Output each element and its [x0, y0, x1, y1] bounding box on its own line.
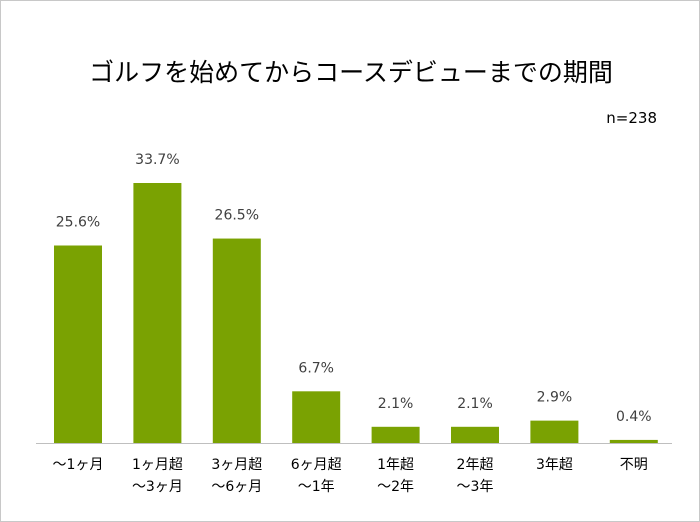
x-tick-label: 3ヶ月超	[211, 457, 262, 473]
sample-size-label: n=238	[606, 109, 657, 127]
x-tick-label: 3年超	[536, 457, 573, 473]
bar	[609, 439, 658, 443]
data-label: 25.6%	[56, 214, 100, 230]
bar	[371, 426, 420, 443]
bar	[133, 183, 182, 443]
x-tick-label: ～1ヶ月	[53, 457, 104, 473]
bar	[292, 391, 341, 443]
x-tick-label: 6ヶ月超	[291, 457, 342, 473]
data-label: 26.5%	[215, 208, 259, 224]
x-tick-label: 不明	[620, 457, 648, 473]
data-label: 6.7%	[298, 360, 334, 376]
x-tick-label: 1年超	[377, 457, 414, 473]
x-tick-label: ～6ヶ月	[211, 479, 262, 495]
data-label: 2.1%	[457, 396, 493, 412]
chart-title: ゴルフを始めてからコースデビューまでの期間	[89, 58, 613, 87]
bar	[212, 238, 261, 443]
x-tick-label: ～1年	[298, 479, 335, 495]
data-label: 33.7%	[135, 152, 179, 168]
bar	[451, 426, 499, 443]
data-label: 2.1%	[378, 396, 414, 412]
data-label: 0.4%	[616, 409, 652, 425]
x-tick-label: ～2年	[377, 479, 414, 495]
data-label: 2.9%	[537, 390, 573, 406]
bar	[530, 420, 579, 443]
x-tick-label: 1ヶ月超	[132, 457, 183, 473]
x-tick-label: ～3年	[457, 479, 494, 495]
bar	[54, 245, 102, 443]
x-tick-label: 2年超	[457, 457, 494, 473]
x-tick-label: ～3ヶ月	[132, 479, 183, 495]
